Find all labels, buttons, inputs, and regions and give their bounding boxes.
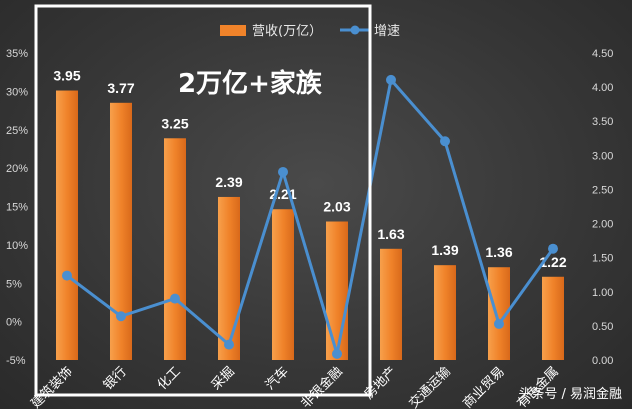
growth-point [224, 339, 234, 350]
right-axis-tick: 3.50 [592, 116, 613, 128]
left-axis-tick: 5% [6, 278, 22, 290]
growth-point [332, 348, 342, 359]
bar [434, 265, 456, 360]
category-label: 化工 [155, 364, 184, 393]
legend-line-label: 增速 [374, 24, 400, 39]
growth-point [62, 270, 72, 281]
bar [488, 267, 510, 360]
right-axis-tick: 4.00 [592, 82, 613, 94]
category-label: 交通运输 [406, 364, 454, 409]
legend-bar-swatch [220, 25, 246, 36]
growth-point [494, 318, 504, 329]
right-axis-tick: 4.50 [592, 48, 613, 60]
left-axis-tick: -5% [6, 355, 26, 367]
left-axis-tick: 0% [6, 317, 22, 329]
bar [326, 221, 348, 360]
left-axis-tick: 20% [6, 163, 28, 175]
growth-line [66, 78, 555, 356]
category-label: 采掘 [209, 364, 238, 393]
watermark-text: 头条号 / 易润金融 [518, 386, 622, 402]
category-label: 银行 [101, 364, 130, 393]
bar [164, 138, 186, 360]
left-axis-tick: 35% [6, 48, 28, 60]
legend-line-marker [350, 25, 360, 35]
right-axis-tick: 2.00 [592, 219, 613, 231]
bar [218, 196, 240, 360]
bar-data-label: 1.36 [485, 244, 512, 260]
growth-point [116, 311, 126, 322]
left-axis-tick: 10% [6, 240, 28, 252]
legend-bar-label: 营收(万亿） [252, 24, 322, 39]
bar [110, 102, 132, 361]
left-axis-tick: 15% [6, 202, 28, 214]
annotation-text: 2万亿+家族 [178, 68, 323, 99]
right-axis-tick: 0.00 [592, 355, 613, 367]
highlight-box [34, 4, 372, 397]
growth-point [548, 243, 558, 254]
right-axis-tick: 1.00 [592, 287, 613, 299]
bar-data-label: 1.39 [431, 242, 458, 258]
bar-data-label: 3.77 [107, 80, 134, 96]
growth-point [386, 74, 396, 85]
right-axis-tick: 3.00 [592, 150, 613, 162]
category-label: 房地产 [361, 364, 400, 403]
growth-point [170, 293, 180, 304]
growth-point [278, 166, 288, 177]
bar [56, 90, 78, 361]
bar-data-label: 2.03 [323, 199, 350, 215]
bar [272, 209, 294, 360]
bar-data-label: 2.39 [215, 174, 242, 190]
left-axis-tick: 25% [6, 125, 28, 137]
right-axis-tick: 0.50 [592, 321, 613, 333]
category-label: 商业贸易 [460, 364, 507, 409]
right-axis-tick: 2.50 [592, 184, 613, 196]
bar-data-label: 3.95 [53, 68, 80, 84]
right-axis-tick: 1.50 [592, 253, 613, 265]
category-label: 非银金融 [298, 364, 346, 409]
category-label: 汽车 [262, 364, 292, 394]
growth-point [440, 136, 450, 147]
bar-data-label: 3.25 [161, 115, 188, 131]
left-axis-tick: 30% [6, 86, 28, 98]
bar [542, 276, 564, 360]
bar-data-label: 1.63 [377, 226, 404, 242]
bar [380, 248, 402, 360]
